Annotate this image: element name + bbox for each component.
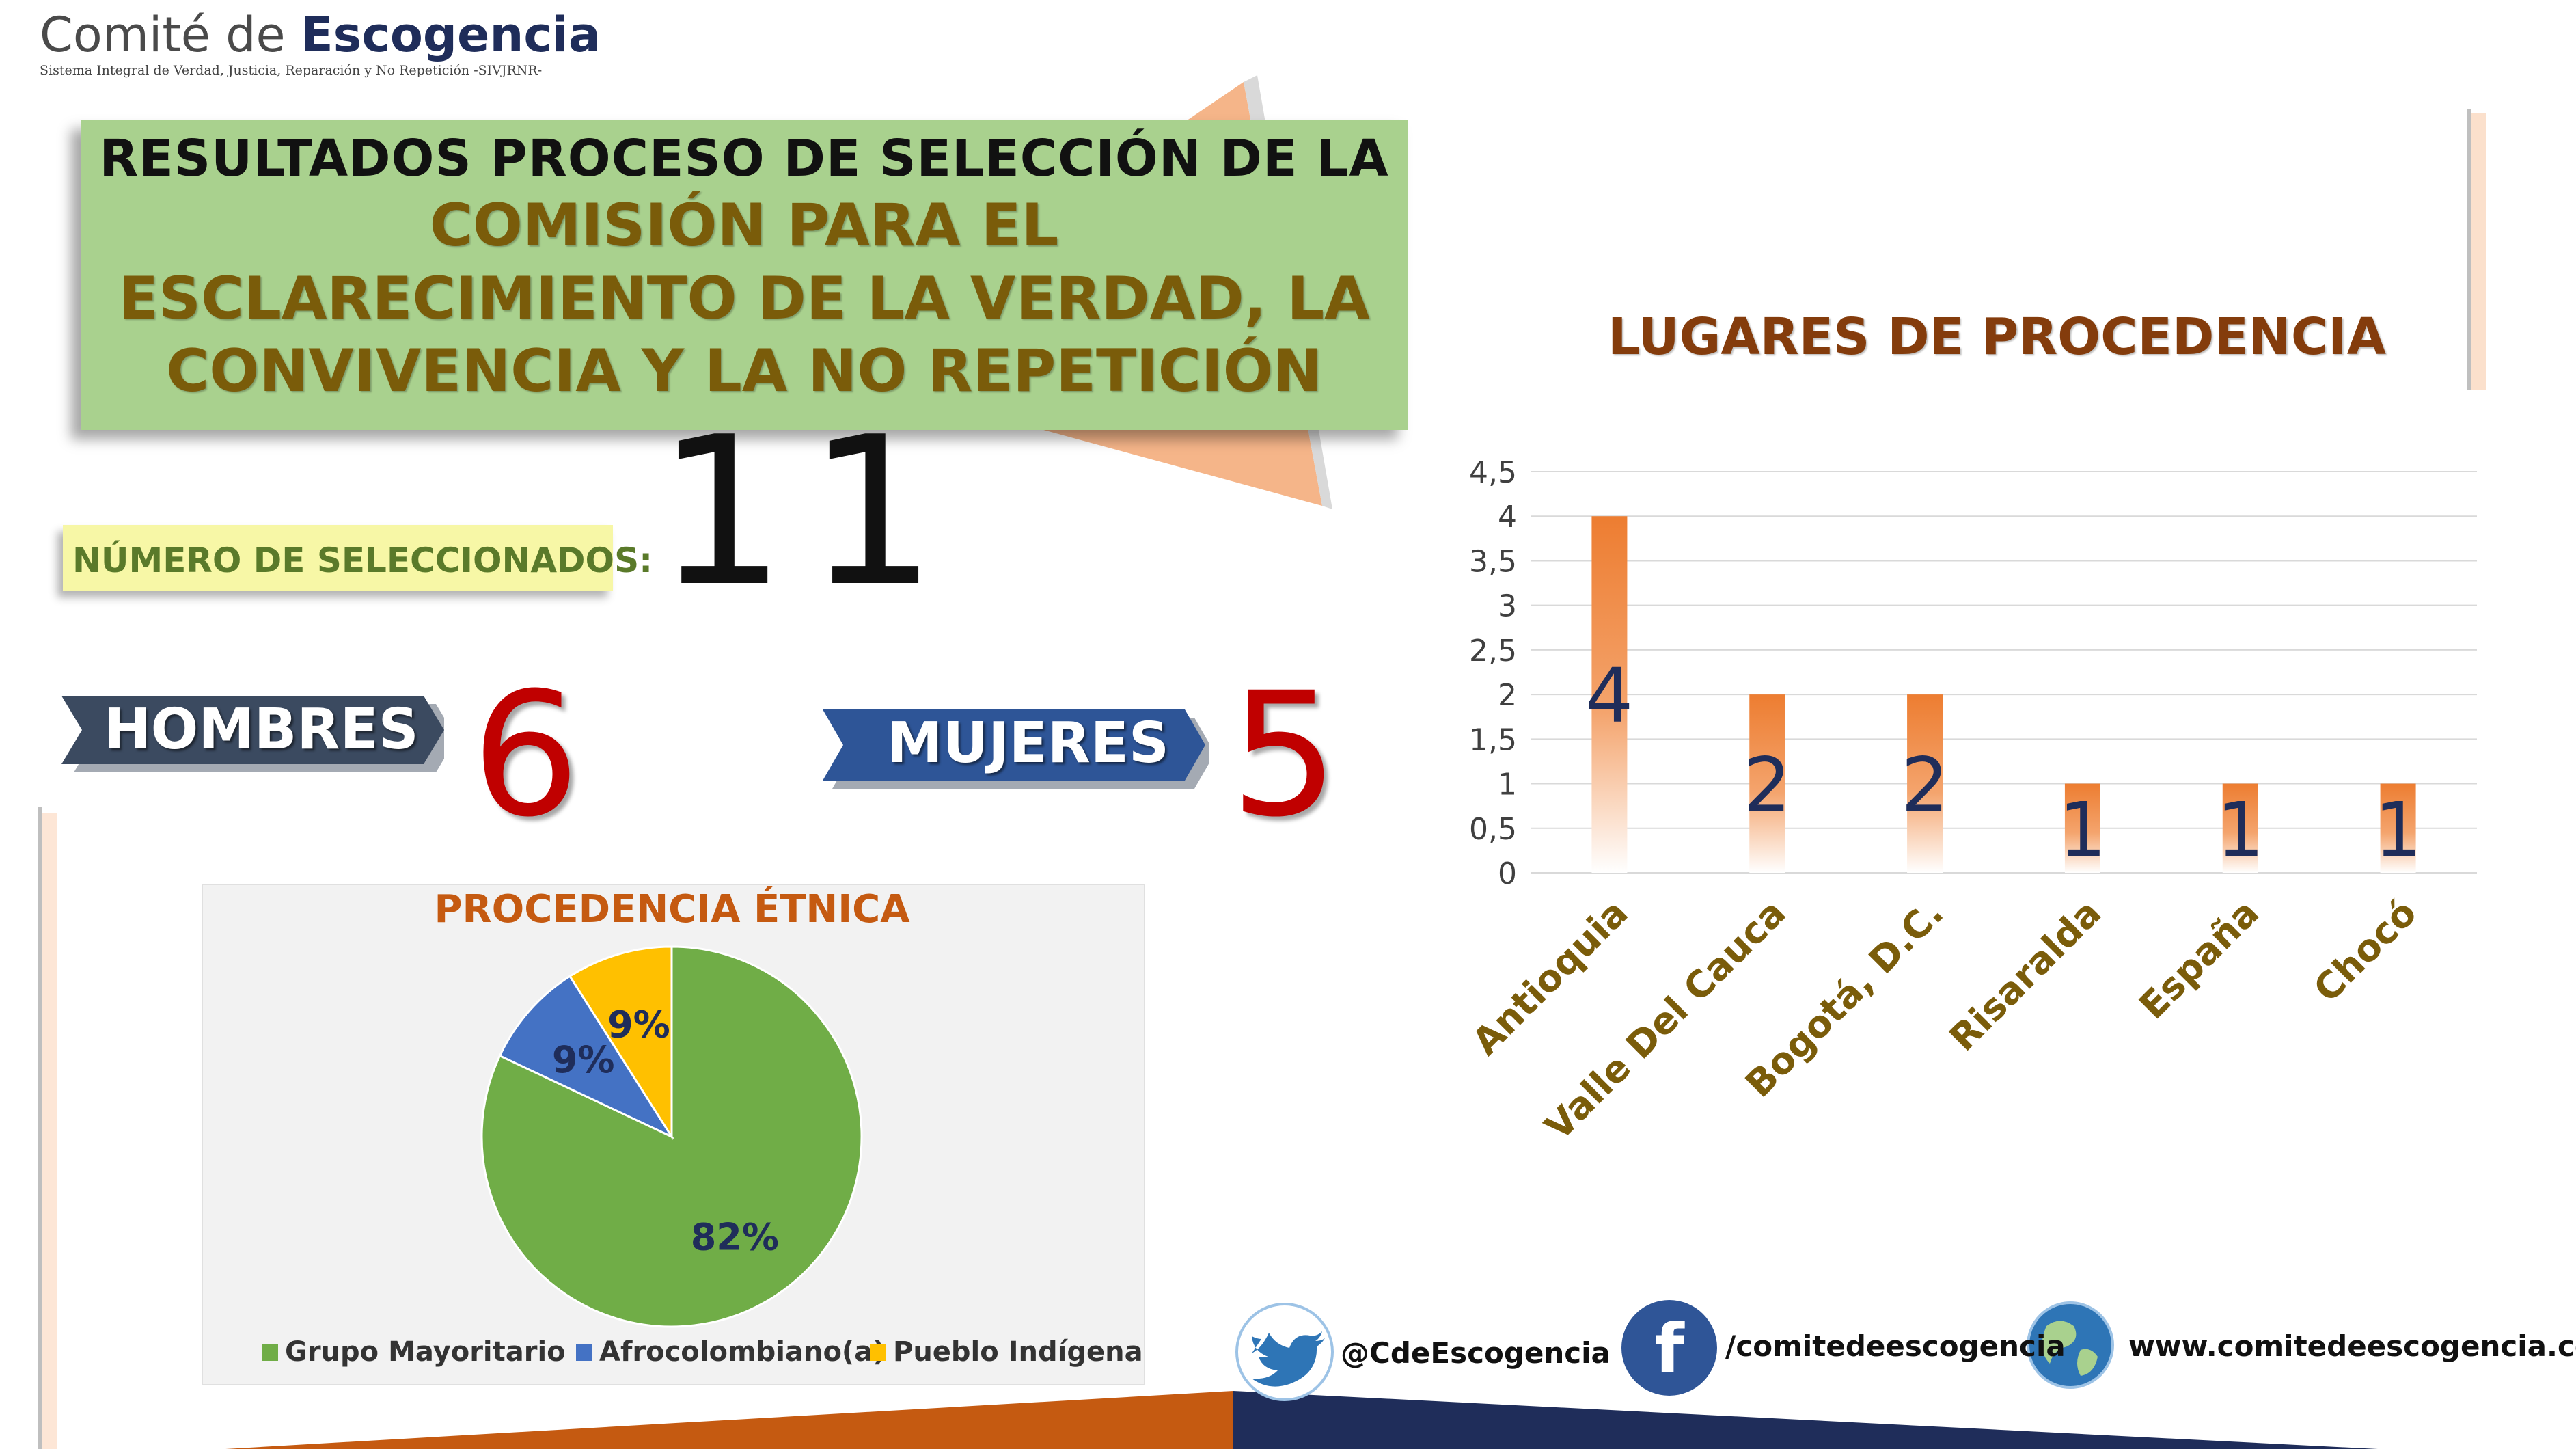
y-tick-label: 4,5 [1469, 455, 1517, 490]
mujeres-ribbon [823, 709, 1209, 789]
title-line-1: RESULTADOS PROCESO DE SELECCIÓN DE LA [99, 129, 1389, 188]
pie-slice-0 [480, 945, 863, 1328]
y-tick-label: 4 [1498, 500, 1517, 534]
x-tick-label-3: Risaralda [1941, 891, 2109, 1059]
pie-chart-title: PROCEDENCIA ÉTNICA [434, 887, 910, 932]
legend-entry-1: Afrocolombiano(a) [599, 1336, 885, 1368]
main-title-box: RESULTADOS PROCESO DE SELECCIÓN DE LA CO… [81, 120, 1408, 430]
pie-data-label-1: 9% [552, 1038, 615, 1081]
pie-data-label-0: 82% [691, 1216, 779, 1259]
bar-5 [2380, 783, 2416, 873]
title-line-3: ESCLARECIMIENTO DE LA VERDAD, LA [118, 265, 1370, 333]
legend-swatch-2 [870, 1344, 886, 1361]
website-link[interactable]: www.comitedeescogencia.com [2128, 1329, 2576, 1363]
title-line-4: CONVIVENCIA Y LA NO REPETICIÓN [166, 337, 1322, 405]
facebook-icon[interactable]: f [1621, 1300, 1717, 1396]
bar-data-label-3: 1 [2059, 786, 2107, 874]
y-tick-label: 3 [1498, 589, 1517, 624]
bar-data-label-2: 2 [1901, 742, 1949, 829]
legend-swatch-0 [262, 1344, 278, 1361]
selected-label-box [63, 525, 613, 591]
hombres-count: 6 [471, 655, 581, 854]
y-tick-label: 1,5 [1469, 722, 1517, 757]
mujeres-label: MUJERES [887, 711, 1169, 776]
brand-subtitle: Sistema Integral de Verdad, Justicia, Re… [40, 63, 543, 78]
pie-slice-2 [568, 945, 673, 1141]
pie-chart: 82% 9%9% Grupo Mayoritario Afrocolombiano(a… [262, 945, 1142, 1368]
x-tick-label-0: Antioquia [1464, 891, 1636, 1064]
facebook-handle[interactable]: /comitedeescogencia [1725, 1329, 2066, 1363]
pie-slice-1 [498, 975, 675, 1139]
globe-icon[interactable] [2027, 1301, 2114, 1389]
x-tick-label-4: España [2131, 891, 2267, 1027]
legend-entry-2: Pueblo Indígena [893, 1336, 1142, 1368]
bar-data-label-5: 1 [2374, 786, 2422, 874]
footer-band: f [225, 1300, 2378, 1449]
bar-1 [1749, 694, 1785, 873]
y-tick-label: 3,5 [1469, 544, 1517, 579]
twitter-icon[interactable] [1235, 1303, 1334, 1401]
twitter-handle[interactable]: @CdeEscogencia [1341, 1336, 1611, 1370]
mujeres-count: 5 [1230, 655, 1339, 854]
title-line-2: COMISIÓN PARA EL [429, 191, 1059, 260]
bar-2 [1907, 694, 1943, 873]
hombres-ribbon [61, 696, 444, 772]
footer-orange-band [225, 1391, 1233, 1449]
selected-label: NÚMERO DE SELECCIONADOS: [72, 541, 653, 580]
legend-entry-0: Grupo Mayoritario [285, 1336, 566, 1368]
svg-text:f: f [1654, 1309, 1685, 1389]
selected-count: 11 [656, 393, 958, 632]
bar-4 [2222, 783, 2258, 873]
y-tick-label: 2 [1498, 678, 1517, 713]
pie-data-label-2: 9% [607, 1003, 670, 1046]
hombres-label: HOMBRES [104, 697, 419, 762]
y-tick-label: 0 [1498, 856, 1517, 891]
x-tick-label-5: Chocó [2305, 891, 2425, 1011]
bar-3 [2064, 783, 2100, 873]
y-tick-label: 0,5 [1469, 812, 1517, 847]
brand-logo-text: Comité de Escogencia [40, 7, 601, 63]
y-tick-label: 1 [1498, 768, 1517, 802]
legend-swatch-1 [576, 1344, 592, 1361]
bar-0 [1591, 516, 1628, 873]
footer-navy-band [1233, 1391, 2378, 1449]
bar-data-label-4: 1 [2217, 786, 2264, 874]
bar-data-label-0: 4 [1585, 652, 1633, 740]
bar-data-label-1: 2 [1743, 742, 1791, 829]
bar-chart-title: LUGARES DE PROCEDENCIA [1608, 308, 2386, 366]
y-tick-label: 2,5 [1469, 634, 1517, 668]
